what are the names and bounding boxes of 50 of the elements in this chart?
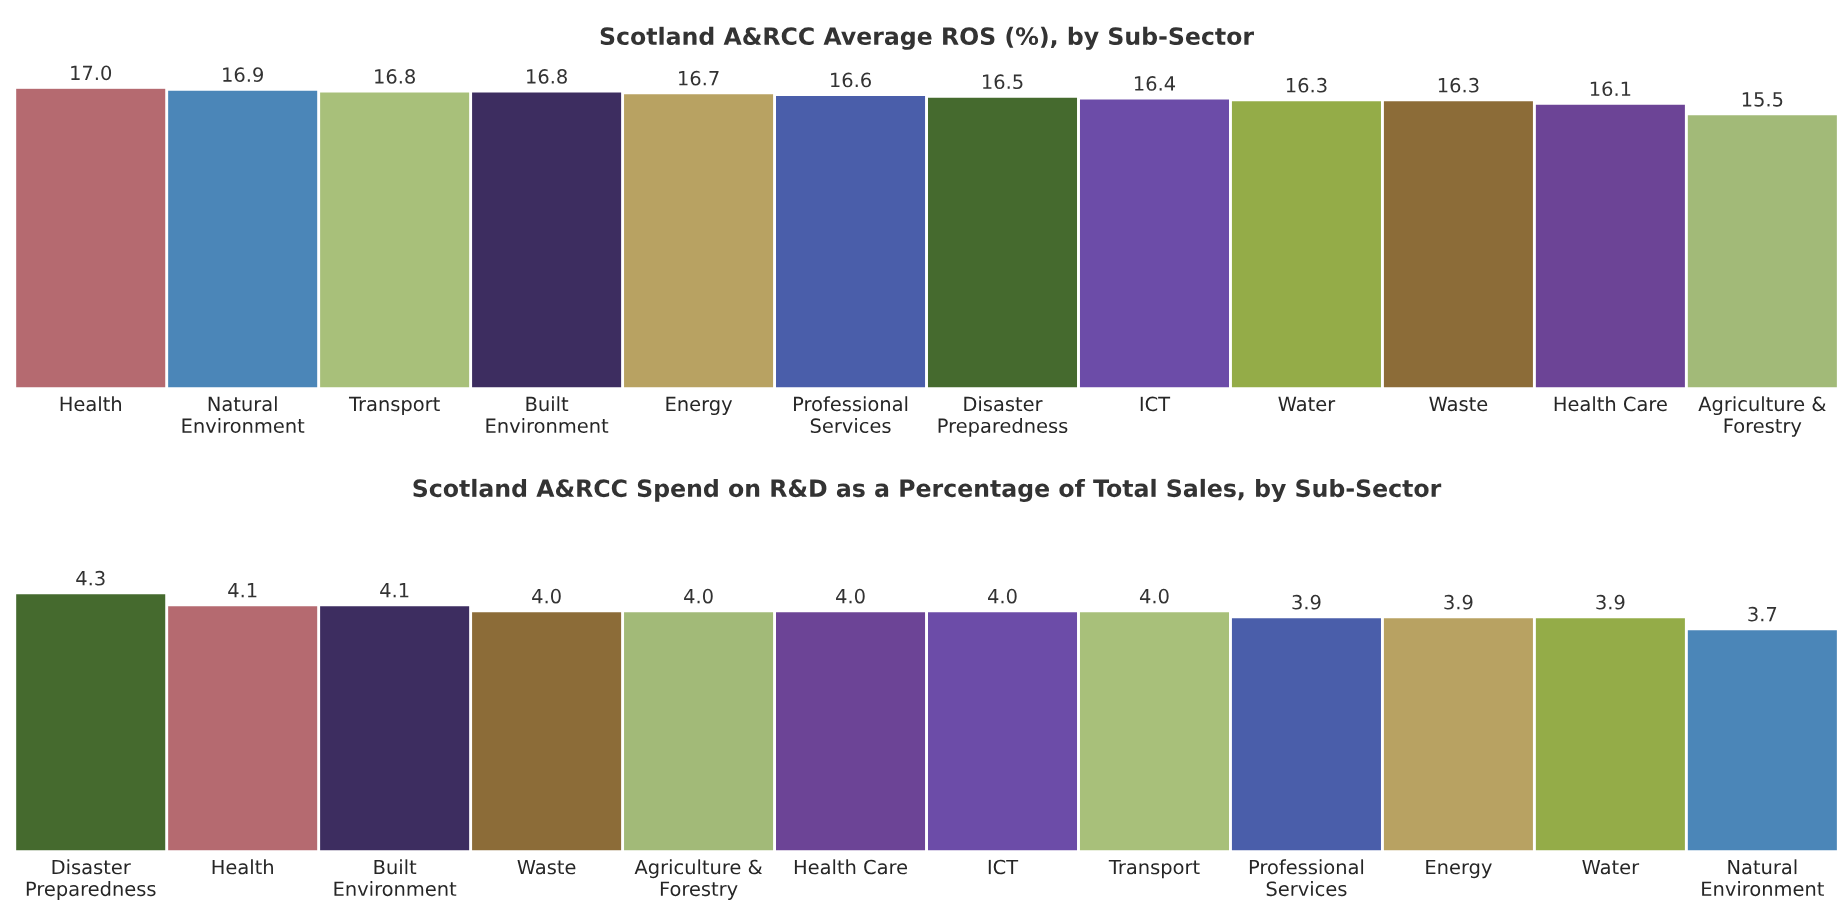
x-tick-label: Agriculture & Forestry <box>634 859 763 900</box>
chart-title: Scotland A&RCC Average ROS (%), by Sub-Sector <box>600 26 1254 50</box>
data-label: 3.9 <box>1444 594 1473 610</box>
data-label: 16.8 <box>527 69 567 84</box>
x-tick-label: Energy <box>666 396 733 416</box>
data-label: 16.7 <box>679 70 719 86</box>
data-label: 3.7 <box>1748 606 1777 622</box>
x-tick-label: Health Care <box>1554 396 1667 412</box>
x-tick-label: Water <box>1278 396 1336 412</box>
x-tick-label: Health <box>60 396 121 412</box>
chart-title: Scotland A&RCC Spend on R&D as a Percentage of Total Sales, by Sub-Sector <box>413 478 1442 502</box>
data-label: 4.1 <box>228 583 257 598</box>
x-tick-label: ICT <box>1140 396 1171 412</box>
x-tick-label: Transport <box>1108 859 1200 879</box>
data-label: 16.8 <box>375 69 415 84</box>
x-tick-label: Energy <box>1426 859 1492 879</box>
data-label: 4.0 <box>1139 588 1169 604</box>
data-label: 16.4 <box>1134 76 1176 91</box>
x-tick-label: Waste <box>517 859 576 875</box>
x-tick-label: Professional Services <box>794 396 908 434</box>
x-tick-label: Natural Environment <box>1702 859 1824 897</box>
data-label: 4.0 <box>532 588 561 604</box>
data-label: 16.6 <box>831 72 871 88</box>
x-tick-label: Agriculture & Forestry <box>1698 396 1826 437</box>
x-tick-label: ICT <box>988 859 1019 875</box>
x-tick-label: Disaster Preparedness <box>26 859 156 900</box>
x-tick-label: Disaster Preparedness <box>938 396 1068 437</box>
data-label: 4.1 <box>380 583 409 598</box>
data-label: 4.0 <box>836 588 865 604</box>
data-label: 16.3 <box>1286 77 1327 93</box>
x-tick-label: Built Environment <box>334 859 457 897</box>
data-label: 17.0 <box>71 65 112 81</box>
data-label: 3.9 <box>1596 594 1625 610</box>
data-label: 16.5 <box>983 74 1023 90</box>
data-label: 16.1 <box>1590 81 1631 97</box>
x-tick-label: Water <box>1582 859 1640 875</box>
data-label: 16.9 <box>223 67 263 82</box>
x-tick-label: Professional Services <box>1249 859 1364 897</box>
x-tick-label: Health Care <box>794 859 908 875</box>
data-label: 4.0 <box>684 588 713 604</box>
x-tick-label: Built Environment <box>486 396 609 434</box>
data-label: 16.3 <box>1438 77 1479 93</box>
data-label: 4.3 <box>76 570 105 586</box>
x-tick-label: Waste <box>1429 396 1488 412</box>
x-tick-label: Natural Environment <box>182 396 305 434</box>
x-tick-label: Health <box>212 859 273 875</box>
data-label: 15.5 <box>1742 92 1783 107</box>
x-tick-label: Transport <box>348 396 440 416</box>
data-label: 3.9 <box>1292 594 1321 610</box>
data-label: 4.0 <box>988 588 1017 604</box>
